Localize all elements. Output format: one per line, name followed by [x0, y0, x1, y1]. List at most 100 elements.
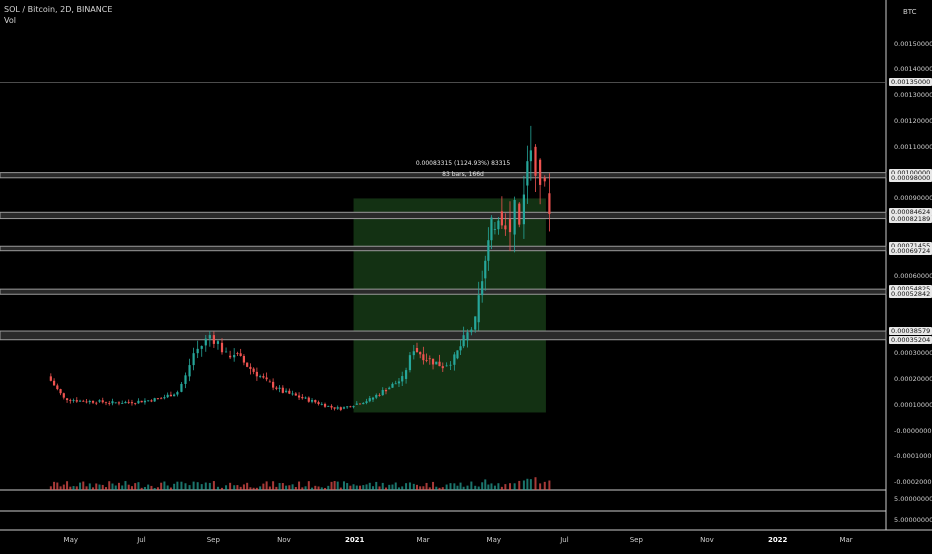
- volume-bar: [320, 487, 323, 490]
- candle-body: [307, 397, 310, 402]
- candle-body: [394, 383, 397, 385]
- candle-body: [278, 387, 281, 389]
- candle-body: [252, 368, 255, 372]
- volume-bar: [449, 483, 452, 490]
- candle-body: [365, 401, 368, 403]
- volume-bar: [401, 486, 404, 490]
- candle-body: [481, 281, 484, 296]
- volume-bar: [394, 482, 397, 490]
- candle-body: [294, 393, 297, 396]
- volume-bar: [79, 482, 82, 490]
- candle-body: [391, 383, 394, 388]
- price-level-tag: 0.00052842: [889, 290, 932, 299]
- volume-bar: [500, 486, 503, 490]
- currency-label[interactable]: BTC: [903, 8, 917, 16]
- volume-bar: [432, 481, 435, 490]
- candle-body: [336, 407, 339, 409]
- candle-body: [352, 406, 355, 408]
- price-tick-label: 0.00090000: [894, 194, 932, 203]
- candle-body: [85, 401, 88, 403]
- time-axis-label: May: [63, 536, 79, 544]
- volume-bar: [153, 487, 156, 490]
- candle-body: [513, 199, 516, 235]
- volume-bar: [311, 487, 314, 490]
- volume-bar: [255, 487, 258, 490]
- price-tick-label: -0.00020000: [894, 478, 932, 487]
- volume-bar: [143, 486, 146, 490]
- volume-bar: [104, 487, 107, 490]
- candle-body: [275, 387, 278, 389]
- candle-body: [156, 398, 160, 400]
- volume-bar: [453, 483, 456, 490]
- candle-body: [259, 376, 262, 377]
- volume-bar: [543, 481, 546, 490]
- candle-body: [127, 401, 130, 403]
- candle-body: [453, 354, 456, 365]
- price-tick-label: 0.00110000: [894, 142, 932, 151]
- candle-body: [255, 371, 258, 377]
- candle-body: [137, 400, 140, 404]
- volume-bar: [169, 487, 172, 490]
- candle-body: [82, 400, 85, 402]
- candle-body: [518, 203, 521, 225]
- volume-tick-label: 5.00000000: [894, 495, 932, 503]
- price-level-tag: 0.00100000: [889, 168, 932, 177]
- candle-body: [484, 260, 487, 279]
- volume-bar: [504, 484, 507, 490]
- volume-bar: [301, 487, 304, 490]
- volume-bar: [412, 483, 415, 490]
- candle-body: [304, 397, 307, 399]
- volume-bar: [378, 486, 381, 490]
- candle-body: [72, 400, 75, 401]
- volume-legend[interactable]: Vol: [4, 16, 16, 25]
- volume-bar: [397, 487, 400, 490]
- price-level-tag: 0.00098000: [889, 173, 932, 182]
- candle-body: [526, 161, 529, 186]
- candle-body: [224, 351, 228, 353]
- volume-bar: [200, 484, 203, 490]
- volume-bar: [204, 482, 207, 490]
- candle-body: [320, 403, 323, 405]
- volume-bar: [140, 487, 143, 490]
- volume-bar: [236, 485, 239, 490]
- candle-body: [236, 353, 239, 354]
- candle-body: [462, 335, 465, 347]
- volume-bar: [428, 487, 431, 490]
- volume-bar: [372, 486, 375, 490]
- volume-bar: [534, 477, 537, 490]
- price-level-tag: 0.00071455: [889, 242, 932, 251]
- volume-bar: [275, 486, 278, 490]
- volume-bar: [466, 485, 469, 490]
- volume-bar: [188, 485, 191, 490]
- volume-bar: [445, 484, 448, 490]
- candle-body: [265, 377, 268, 380]
- price-tick-label: 0.00140000: [894, 65, 932, 74]
- volume-bar: [242, 484, 245, 490]
- volume-bar: [216, 486, 219, 490]
- volume-bar: [49, 486, 52, 490]
- candle-body: [428, 358, 431, 360]
- price-level-tag: 0.00082189: [889, 214, 932, 223]
- price-level-tag: 0.00084624: [889, 208, 932, 217]
- volume-bar: [422, 486, 425, 490]
- volume-bar: [307, 481, 310, 490]
- candle-body: [184, 375, 187, 384]
- measure-label-price: 0.00083315 (1124.93%) 83315: [415, 160, 511, 167]
- volume-bar: [336, 481, 339, 490]
- time-axis-label: Nov: [700, 536, 714, 544]
- volume-bar: [212, 481, 215, 490]
- candle-body: [114, 402, 117, 404]
- candle-body: [288, 390, 291, 394]
- candle-body: [143, 400, 147, 403]
- volume-bar: [355, 485, 358, 490]
- volume-bar: [88, 483, 91, 490]
- candle-body: [477, 295, 480, 323]
- symbol-legend[interactable]: SOL / Bitcoin, 2D, BINANCE: [4, 5, 113, 14]
- volume-bar: [150, 485, 153, 490]
- volume-bar: [173, 483, 176, 490]
- volume-bar: [419, 486, 422, 490]
- candle-body: [539, 159, 542, 185]
- time-axis-label: May: [486, 536, 502, 544]
